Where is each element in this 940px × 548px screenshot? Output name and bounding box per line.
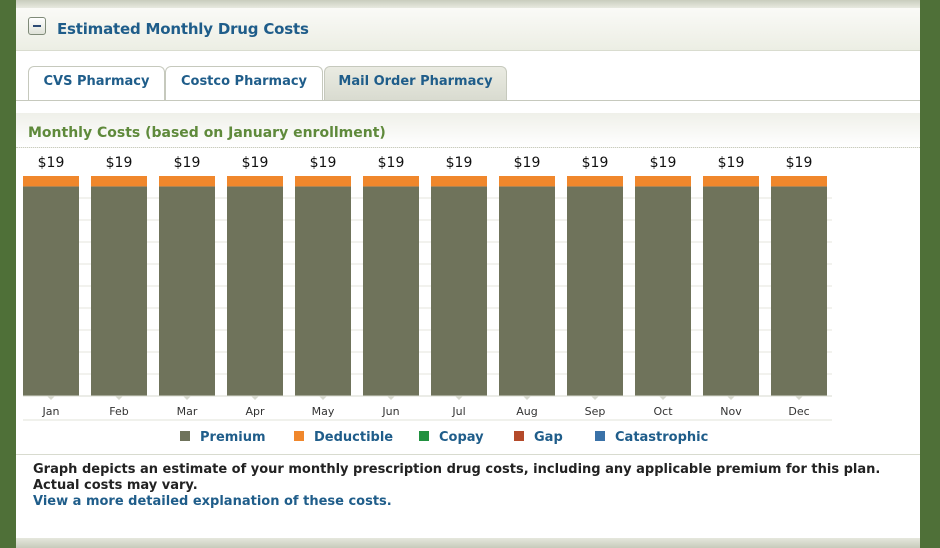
bottom-strip — [16, 538, 920, 548]
x-tick-label-aug: Aug — [516, 405, 537, 418]
data-label-dec: $19 — [786, 155, 813, 171]
tick-marker — [47, 396, 55, 400]
data-label-sep: $19 — [582, 155, 609, 171]
footer-disclaimer: Graph depicts an estimate of your monthl… — [33, 462, 881, 493]
x-tick-label-dec: Dec — [788, 405, 809, 418]
panel-header: Estimated Monthly Drug Costs — [16, 8, 920, 51]
data-label-oct: $19 — [650, 155, 677, 171]
tab-mail-order-pharmacy[interactable]: Mail Order Pharmacy — [324, 66, 507, 100]
x-tick-label-oct: Oct — [653, 405, 673, 418]
bar-premium-feb — [91, 186, 147, 396]
chart-subheader: Monthly Costs (based on January enrollme… — [16, 113, 920, 148]
tab-costco-pharmacy[interactable]: Costco Pharmacy — [165, 66, 323, 100]
legend-label-gap: Gap — [534, 430, 563, 445]
tick-marker — [183, 396, 191, 400]
tick-marker — [795, 396, 803, 400]
right-border — [920, 0, 940, 548]
bar-deductible-sep — [567, 176, 623, 187]
bar-deductible-nov — [703, 176, 759, 187]
data-label-may: $19 — [310, 155, 337, 171]
data-label-aug: $19 — [514, 155, 541, 171]
pharmacy-tabs: CVS Pharmacy Costco Pharmacy Mail Order … — [16, 64, 920, 101]
legend-label-catastrophic: Catastrophic — [615, 430, 708, 445]
bar-premium-may — [295, 186, 351, 396]
legend-swatch-gap — [514, 431, 524, 441]
tick-marker — [659, 396, 667, 400]
legend-label-premium: Premium — [200, 430, 266, 445]
monthly-costs-chart: $19 Jan $19 Feb $19 Mar $19 Apr $19 May $19 Jun $19 J… — [23, 155, 832, 445]
collapse-minus-icon[interactable] — [28, 17, 46, 35]
bar-deductible-dec — [771, 176, 827, 187]
bar-premium-apr — [227, 186, 283, 396]
top-strip — [16, 0, 920, 8]
legend-swatch-deductible — [294, 431, 304, 441]
bar-premium-jun — [363, 186, 419, 396]
bar-deductible-jul — [431, 176, 487, 187]
chart-title: Monthly Costs (based on January enrollme… — [28, 125, 386, 141]
data-label-mar: $19 — [174, 155, 201, 171]
left-border — [0, 0, 16, 548]
legend-swatch-catastrophic — [595, 431, 605, 441]
data-label-jul: $19 — [446, 155, 473, 171]
x-tick-label-sep: Sep — [585, 405, 606, 418]
tick-marker — [251, 396, 259, 400]
bar-premium-dec — [771, 186, 827, 396]
x-tick-label-jun: Jun — [381, 405, 399, 418]
x-tick-label-nov: Nov — [720, 405, 742, 418]
x-tick-label-mar: Mar — [177, 405, 198, 418]
panel-title: Estimated Monthly Drug Costs — [57, 20, 309, 38]
bar-deductible-feb — [91, 176, 147, 187]
legend-label-copay: Copay — [439, 430, 484, 445]
bar-premium-jan — [23, 186, 79, 396]
x-tick-label-apr: Apr — [245, 405, 265, 418]
tick-marker — [455, 396, 463, 400]
tick-marker — [319, 396, 327, 400]
bar-deductible-aug — [499, 176, 555, 187]
data-label-apr: $19 — [242, 155, 269, 171]
bar-premium-mar — [159, 186, 215, 396]
x-tick-label-may: May — [312, 405, 335, 418]
x-tick-label-jul: Jul — [451, 405, 465, 418]
x-tick-label-jan: Jan — [42, 405, 60, 418]
bar-deductible-apr — [227, 176, 283, 187]
bar-deductible-mar — [159, 176, 215, 187]
tick-marker — [387, 396, 395, 400]
bar-deductible-jan — [23, 176, 79, 187]
bar-deductible-oct — [635, 176, 691, 187]
bar-deductible-jun — [363, 176, 419, 187]
data-label-jan: $19 — [38, 155, 65, 171]
tab-cvs-pharmacy[interactable]: CVS Pharmacy — [28, 66, 165, 100]
bar-premium-jul — [431, 186, 487, 396]
bar-deductible-may — [295, 176, 351, 187]
divider — [16, 454, 920, 455]
x-tick-label-feb: Feb — [109, 405, 128, 418]
tick-marker — [523, 396, 531, 400]
tick-marker — [591, 396, 599, 400]
cost-explanation-link[interactable]: View a more detailed explanation of thes… — [33, 494, 392, 509]
bar-premium-aug — [499, 186, 555, 396]
bar-premium-nov — [703, 186, 759, 396]
legend-swatch-premium — [180, 431, 190, 441]
bar-premium-sep — [567, 186, 623, 396]
legend-label-deductible: Deductible — [314, 430, 393, 445]
tick-marker — [727, 396, 735, 400]
bar-premium-oct — [635, 186, 691, 396]
tick-marker — [115, 396, 123, 400]
data-label-feb: $19 — [106, 155, 133, 171]
data-label-jun: $19 — [378, 155, 405, 171]
data-label-nov: $19 — [718, 155, 745, 171]
legend-swatch-copay — [419, 431, 429, 441]
